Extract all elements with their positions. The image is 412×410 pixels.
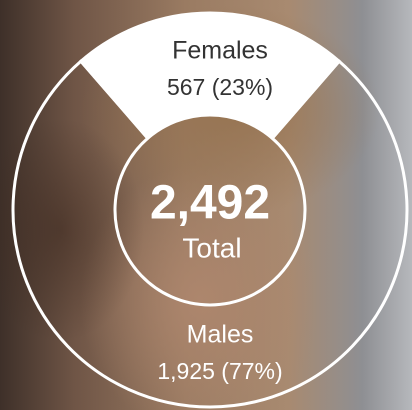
total-value: 2,492 (150, 177, 270, 230)
segment-value: 567 (23%) (167, 74, 273, 100)
segment-label: Males (187, 321, 254, 349)
segment-value: 1,925 (77%) (157, 358, 282, 384)
segment-label: Females (172, 37, 268, 65)
chart: 2,492 Total Females 567 (23%) Males 1,925 (… (0, 0, 412, 410)
infographic: 2,492 Total Females 567 (23%) Males 1,925 (… (0, 0, 412, 410)
total-label: Total (182, 232, 241, 263)
